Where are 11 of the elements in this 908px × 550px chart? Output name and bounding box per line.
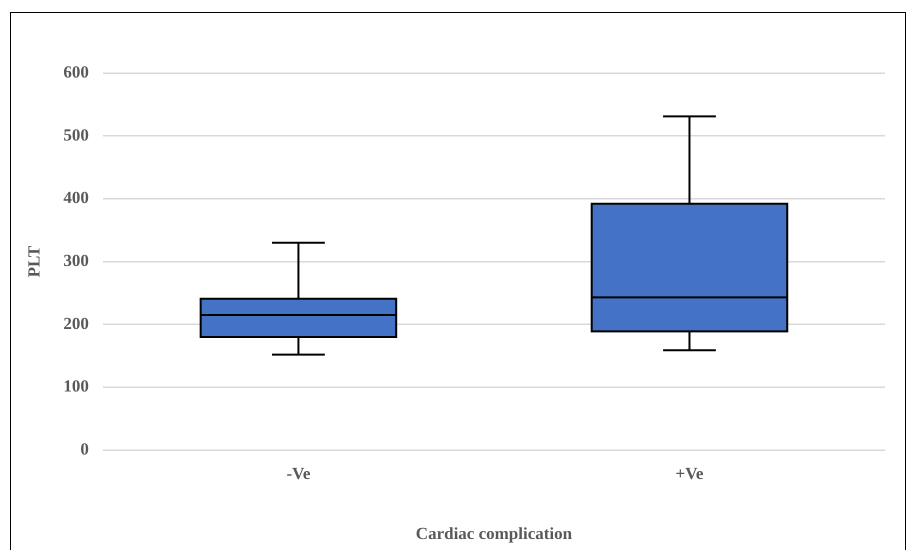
y-tick-label: 300 [63,250,89,270]
y-tick-label: 600 [63,62,89,82]
y-tick-label: 100 [63,376,89,396]
x-axis-title: Cardiac complication [416,524,573,544]
y-tick-label: 400 [63,188,89,208]
x-tick-label: -Ve [286,464,311,483]
x-tick-label: +Ve [676,464,704,483]
y-tick-label: 0 [80,440,89,459]
y-axis-title: PLT [24,245,44,278]
y-tick-label: 200 [63,314,89,333]
y-tick-label: 500 [63,125,89,144]
